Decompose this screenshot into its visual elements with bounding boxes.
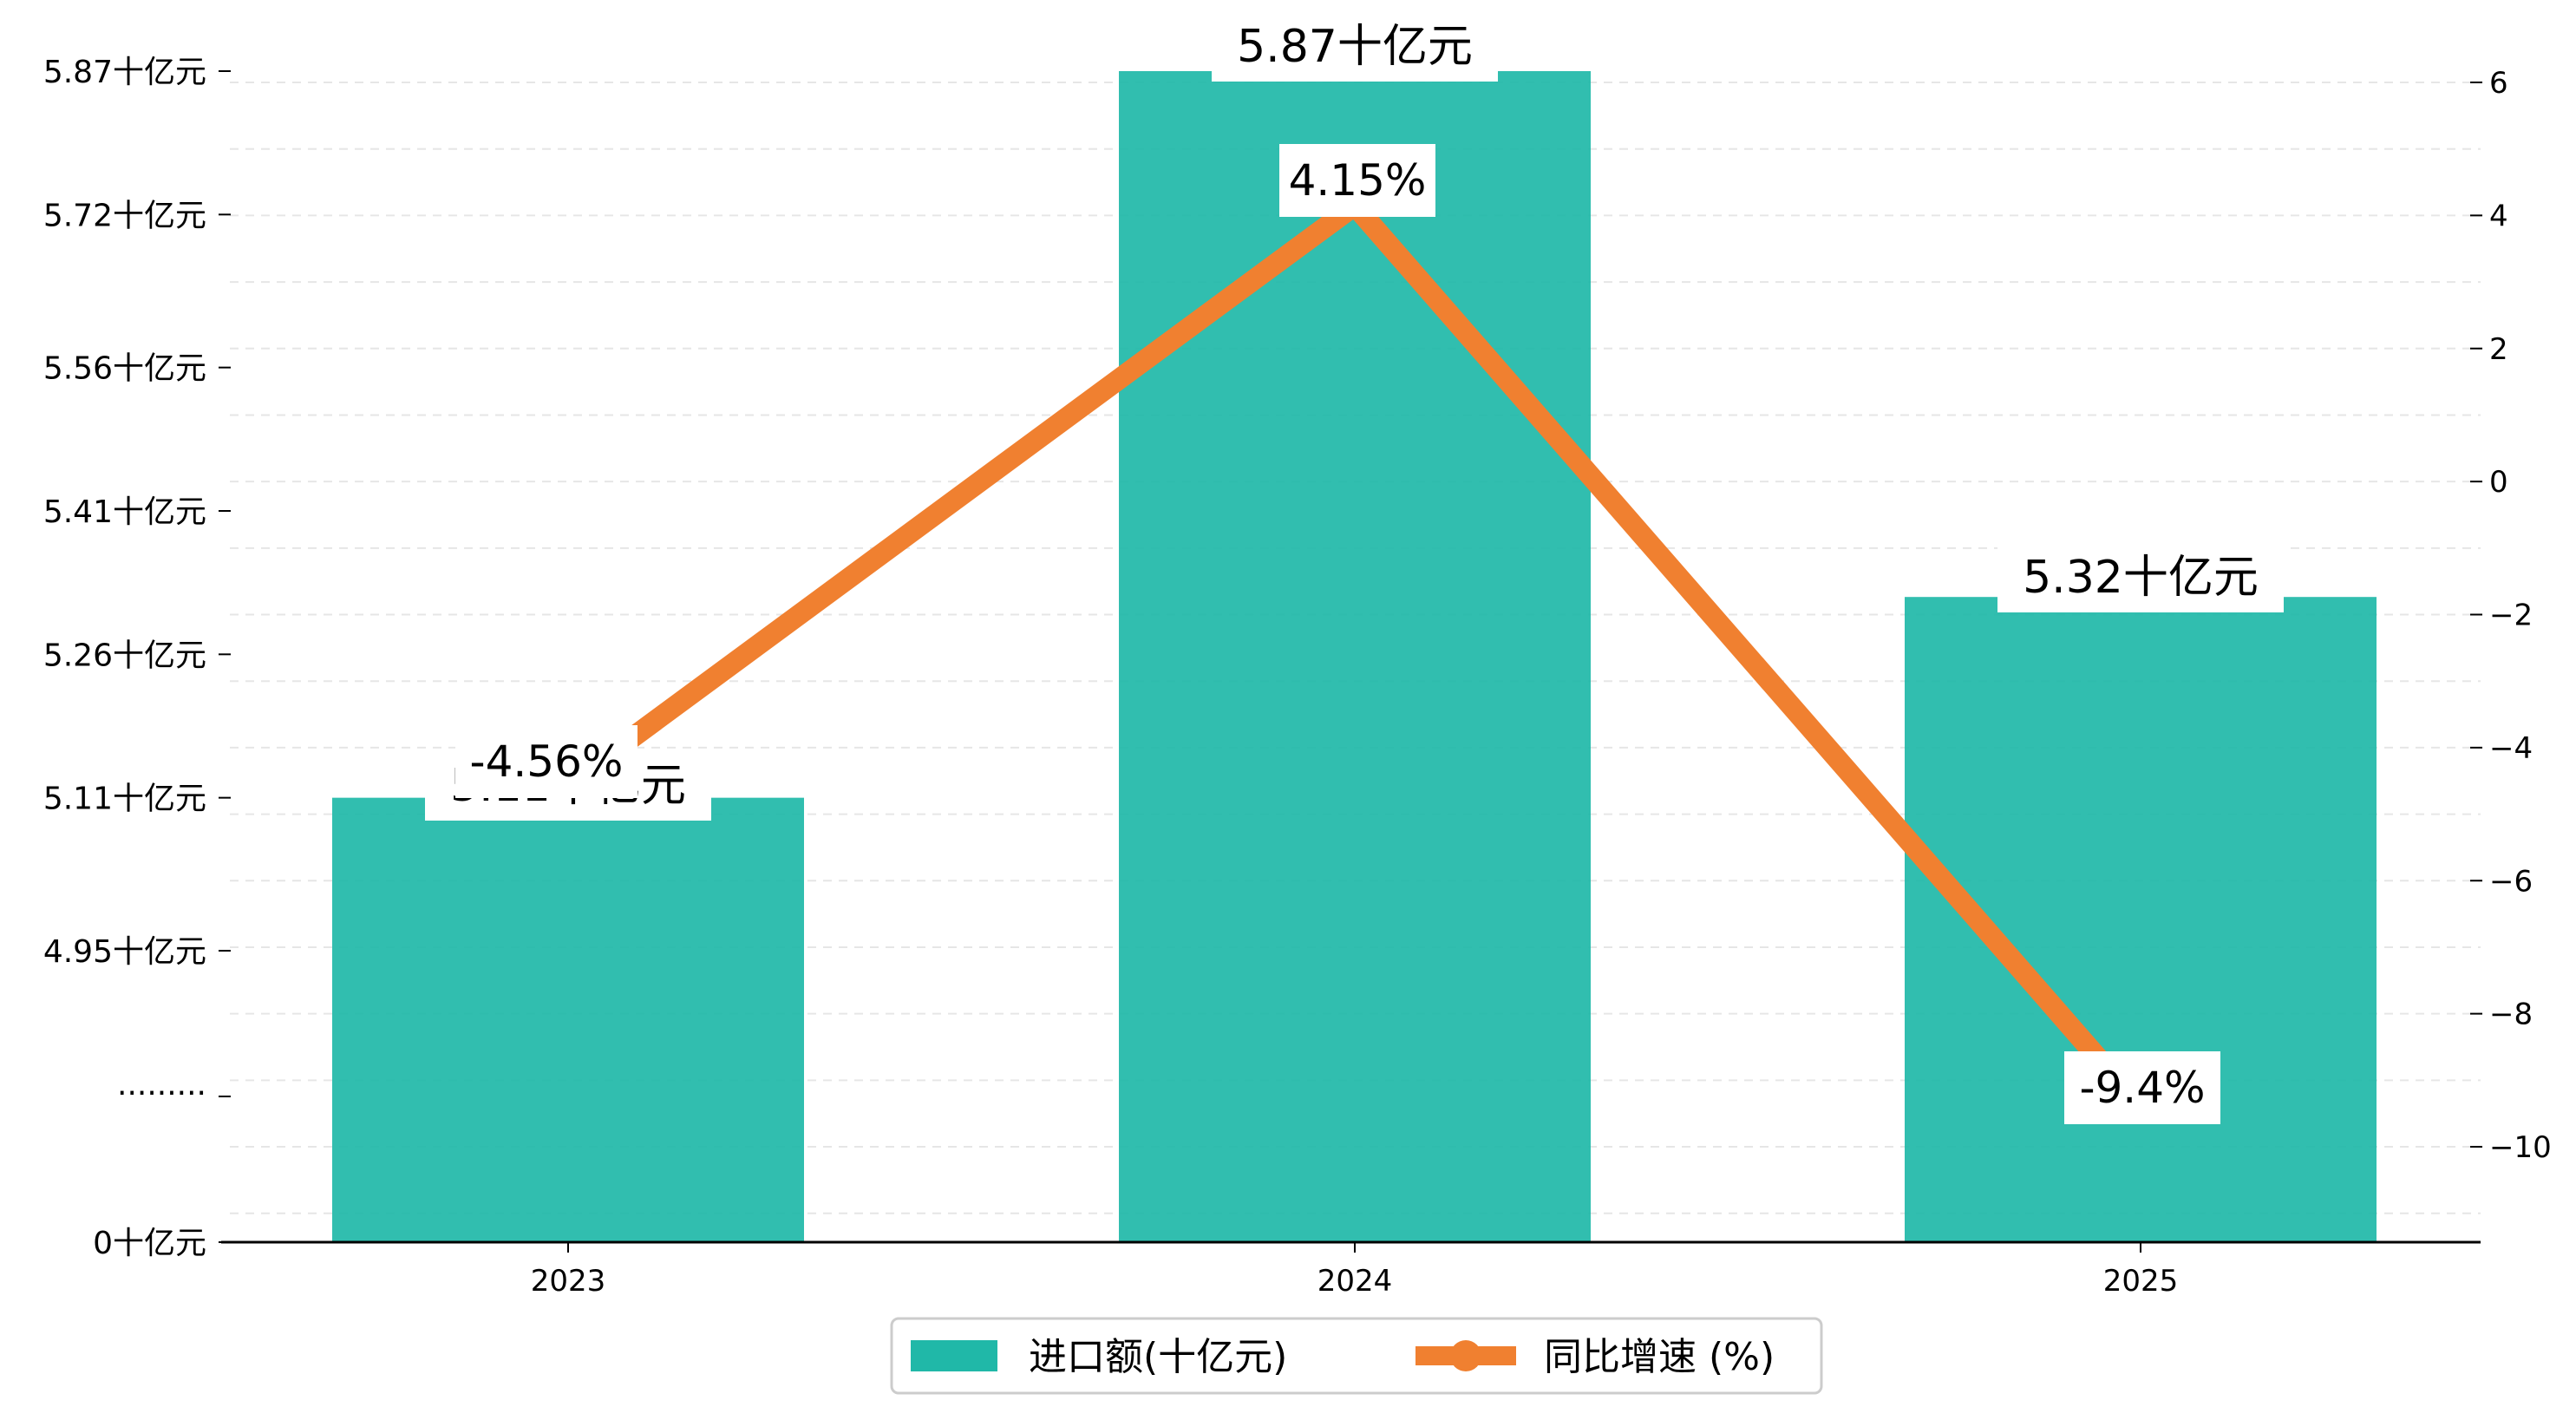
left-tick-label: 0十亿元 — [93, 1226, 206, 1261]
line-value-label-2023: -4.56% — [470, 736, 624, 787]
left-tick-label: 5.87十亿元 — [43, 55, 206, 90]
right-tick-label: 0 — [2489, 465, 2508, 500]
left-tick-label: 5.56十亿元 — [43, 351, 206, 387]
right-tick-label: 2 — [2489, 332, 2508, 367]
line-value-label-2024: 4.15% — [1289, 155, 1427, 206]
right-tick-label: 6 — [2489, 66, 2508, 101]
bar-value-label-2024-bg — [1212, 12, 1498, 82]
bar-2023 — [332, 797, 804, 1242]
bar-value-label-2025-bg — [1997, 543, 2284, 612]
bar-value-label-2024: 5.87十亿元 — [1237, 21, 1473, 73]
line-value-label-2023-bg — [455, 725, 637, 798]
left-tick-label: 5.72十亿元 — [43, 198, 206, 233]
right-tick-label: 4 — [2489, 199, 2508, 233]
right-tick-label: −2 — [2489, 599, 2533, 633]
x-tick-label-2023: 2023 — [531, 1264, 606, 1299]
legend-label-line: 同比增速 (%) — [1544, 1335, 1775, 1379]
right-tick-label: −10 — [2489, 1130, 2552, 1165]
right-tick-label: −6 — [2489, 864, 2533, 899]
left-axis-break: ········· — [117, 1076, 206, 1111]
line-value-label-2025-bg — [2064, 1051, 2220, 1124]
bar-2024 — [1119, 71, 1591, 1242]
legend-label-bar: 进口额(十亿元) — [1029, 1335, 1287, 1379]
x-tick-label-2024: 2024 — [1317, 1264, 1393, 1299]
left-tick-label: 5.11十亿元 — [43, 782, 206, 817]
line-value-label-2025: -9.4% — [2079, 1063, 2205, 1113]
bar-value-label-2025: 5.32十亿元 — [2023, 552, 2259, 604]
right-tick-label: −4 — [2489, 731, 2533, 766]
line-value-label-2024-bg — [1279, 144, 1435, 217]
left-tick-label: 5.26十亿元 — [43, 638, 206, 673]
legend-swatch-bar — [911, 1340, 997, 1371]
left-tick-label: 5.41十亿元 — [43, 494, 206, 530]
axes: 2023 2024 2025 0十亿元 4.95十亿元 5.11十亿元 5.26十亿元 5.4… — [43, 55, 2552, 1299]
legend: 进口额(十亿元) 同比增速 (%) — [890, 1317, 1823, 1395]
left-tick-label: 4.95十亿元 — [43, 934, 206, 970]
x-tick-label-2025: 2025 — [2103, 1264, 2179, 1299]
legend-box — [890, 1317, 1823, 1395]
legend-swatch-marker — [1450, 1340, 1481, 1371]
right-tick-label: −8 — [2489, 998, 2533, 1032]
